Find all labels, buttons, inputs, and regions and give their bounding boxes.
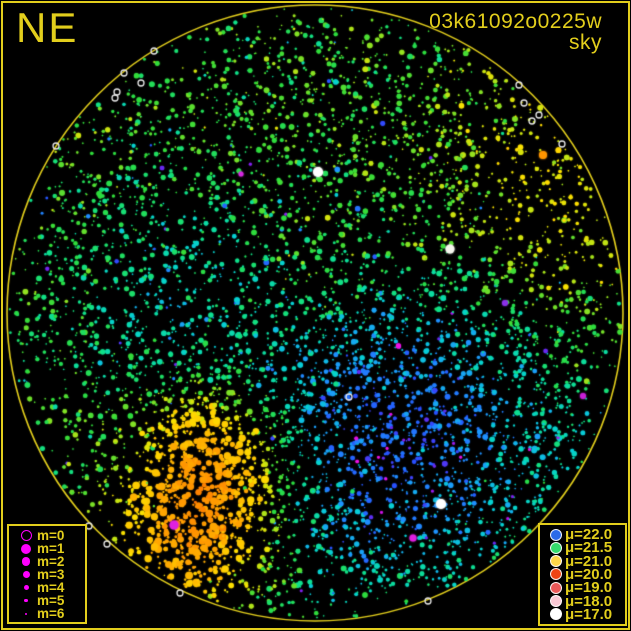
filled-dot-marker-icon (22, 571, 30, 578)
legend-label: μ=21.5 (565, 539, 613, 557)
filled-dot-marker-icon (21, 543, 31, 554)
legend-label: μ=22.0 (565, 526, 613, 544)
color-dot-marker-icon (549, 581, 562, 594)
legend-label: μ=21.0 (565, 552, 613, 570)
legend-marker-cell (15, 557, 37, 566)
legend-row: μ=21.0 (546, 552, 623, 570)
open-circle-marker-icon (20, 530, 32, 541)
legend-marker-cell (546, 528, 565, 541)
legend-marker-cell (546, 595, 565, 608)
legend-label: μ=17.0 (565, 605, 613, 623)
legend-row: m=5 (15, 593, 85, 608)
legend-marker-cell (15, 543, 37, 554)
filled-dot-marker-icon (21, 557, 31, 566)
legend-row: μ=18.0 (546, 592, 623, 610)
plot-subtitle: sky (569, 31, 602, 54)
legend-label: m=5 (37, 593, 65, 608)
legend-marker-cell (15, 530, 37, 541)
surface-brightness-color-legend: μ=22.0 μ=21.5 μ=21.0 μ=20.0 μ=19.0 μ=18.0 μ=17… (538, 523, 627, 626)
legend-marker-cell (15, 598, 37, 603)
color-dot-marker-icon (549, 528, 562, 541)
legend-marker-cell (546, 608, 565, 621)
legend-marker-cell (546, 568, 565, 581)
magnitude-size-legend: m=0 m=1 m=2 m=3 m=4 m=5 m=6 (7, 524, 87, 624)
color-dot-marker-icon (549, 595, 562, 608)
legend-label: m=2 (37, 554, 65, 569)
legend-marker-cell (546, 581, 565, 594)
field-corner-label: NE (16, 4, 79, 51)
legend-row: m=3 (15, 567, 85, 582)
legend-row: m=1 (15, 541, 85, 556)
legend-label: m=3 (37, 567, 65, 582)
filled-dot-marker-icon (23, 585, 29, 590)
color-dot-marker-icon (549, 608, 562, 621)
legend-row: m=6 (15, 606, 85, 621)
plot-title: 03k61092o0225w (429, 10, 602, 33)
legend-row: m=4 (15, 580, 85, 595)
legend-row: μ=21.5 (546, 539, 623, 557)
title-block: 03k61092o0225w sky (429, 11, 602, 53)
legend-marker-cell (15, 585, 37, 590)
legend-row: m=0 (15, 528, 85, 543)
legend-row: m=2 (15, 554, 85, 569)
legend-label: μ=19.0 (565, 579, 613, 597)
color-dot-marker-icon (549, 568, 562, 581)
filled-dot-marker-icon (25, 612, 27, 615)
legend-marker-cell (15, 612, 37, 615)
legend-row: μ=17.0 (546, 605, 623, 623)
legend-marker-cell (15, 571, 37, 578)
legend-label: m=0 (37, 528, 65, 543)
legend-marker-cell (546, 555, 565, 568)
legend-label: μ=20.0 (565, 565, 613, 583)
legend-label: μ=18.0 (565, 592, 613, 610)
legend-marker-cell (546, 541, 565, 554)
legend-row: μ=19.0 (546, 579, 623, 597)
legend-row: μ=20.0 (546, 565, 623, 583)
color-dot-marker-icon (549, 555, 562, 568)
legend-label: m=4 (37, 580, 65, 595)
color-dot-marker-icon (549, 541, 562, 554)
legend-label: m=6 (37, 606, 65, 621)
legend-row: μ=22.0 (546, 526, 623, 544)
filled-dot-marker-icon (24, 598, 28, 603)
legend-label: m=1 (37, 541, 65, 556)
